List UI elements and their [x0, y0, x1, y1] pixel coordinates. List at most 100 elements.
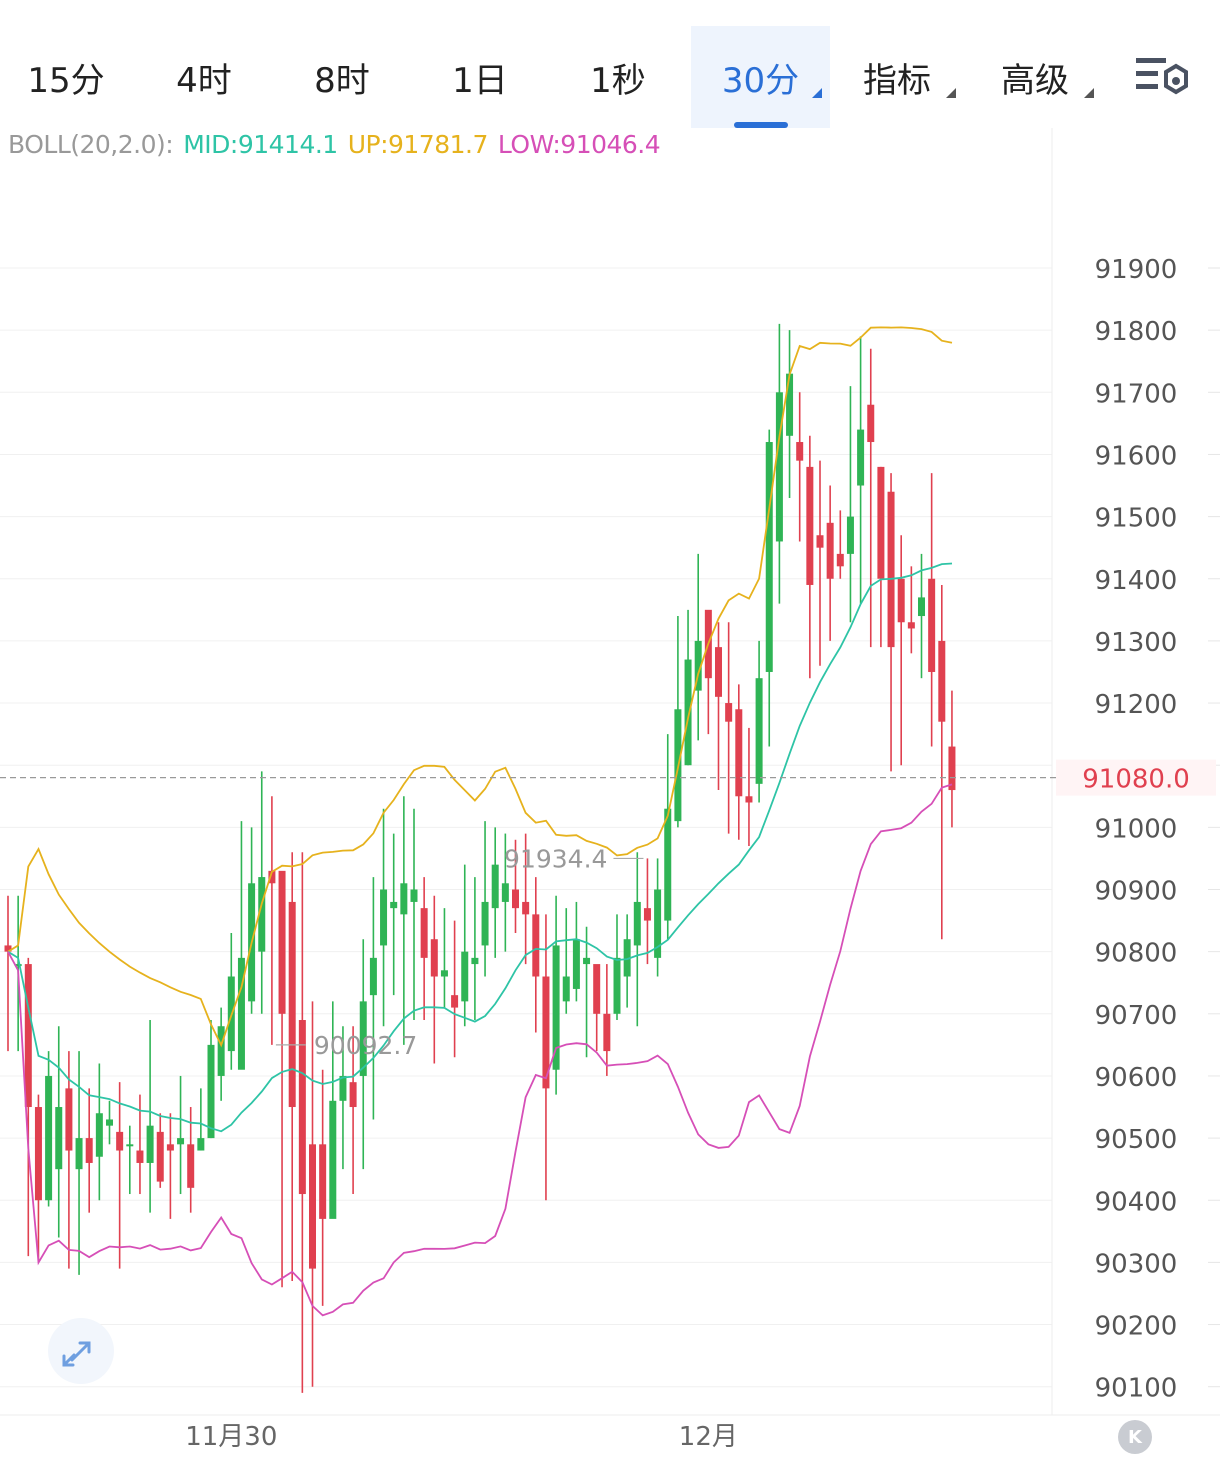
tab-label: 4时	[176, 60, 232, 101]
tab-label: 1日	[452, 60, 508, 101]
y-tick-label: 91400	[1095, 566, 1178, 596]
current-price-tag	[1056, 759, 1216, 796]
candle-body	[24, 964, 32, 1108]
candle-body	[369, 957, 377, 996]
tab-label: 30分	[721, 60, 800, 101]
candle-body	[481, 901, 489, 946]
tab-label: 8时	[314, 60, 370, 101]
candle-body	[410, 889, 418, 902]
candle-body	[187, 1144, 195, 1188]
candle-body	[786, 373, 794, 436]
candle-body	[552, 945, 560, 1070]
candle-body	[623, 939, 631, 977]
candlestick-chart[interactable]: 91900 91800 91700 91600 91500 91400 91300 91200…	[0, 128, 1220, 1459]
candle-body	[948, 746, 956, 791]
candle-body	[806, 466, 814, 585]
candle-body	[775, 392, 783, 542]
candle-body	[522, 901, 530, 915]
tab-0[interactable]: 15分	[0, 26, 132, 128]
y-tick-label: 91800	[1095, 317, 1178, 347]
candle-body	[278, 870, 286, 1014]
candle-body	[765, 442, 773, 672]
active-tab-indicator	[733, 122, 788, 128]
candle-body	[258, 877, 266, 952]
candle-body	[116, 1131, 124, 1151]
candle-body	[857, 429, 865, 486]
tab-2[interactable]: 8时	[276, 26, 408, 128]
candle-body	[928, 578, 936, 672]
candle-body	[390, 901, 398, 909]
candle-body	[55, 1107, 63, 1170]
candle-body	[694, 640, 702, 691]
dropdown-corner-icon	[812, 88, 822, 98]
candle-body	[146, 1125, 154, 1163]
candle-body	[836, 553, 844, 567]
y-tick-label: 90400	[1095, 1187, 1178, 1217]
y-tick-label: 91600	[1095, 441, 1178, 471]
candle-body	[95, 1113, 103, 1157]
y-tick-label: 91200	[1095, 690, 1178, 720]
candle-body	[166, 1144, 174, 1151]
candle-body	[938, 640, 946, 722]
candle-body	[177, 1138, 185, 1145]
boll-mid-line	[7, 562, 953, 1133]
candle-body	[816, 535, 824, 548]
candle-body	[319, 1144, 327, 1219]
candle-body	[14, 964, 22, 967]
tab-5[interactable]: 30分	[691, 26, 830, 128]
chart-settings-icon[interactable]	[1134, 52, 1190, 102]
candle-body	[745, 796, 753, 803]
boll-upper-line	[7, 326, 953, 1048]
candle-body	[126, 1144, 134, 1147]
boll-mid: MID:91414.1	[183, 130, 338, 159]
candle-body	[359, 1001, 367, 1076]
tab-7[interactable]: 高级	[968, 26, 1102, 128]
tab-label: 1秒	[590, 60, 646, 101]
tab-1[interactable]: 4时	[138, 26, 270, 128]
y-tick-label: 90100	[1095, 1374, 1178, 1404]
candle-body	[664, 808, 672, 921]
dropdown-corner-icon	[1084, 88, 1094, 98]
candle-body	[572, 939, 580, 989]
candle-body	[918, 597, 925, 617]
back-to-latest-icon[interactable]: K	[1118, 1420, 1152, 1454]
y-tick-label: 90900	[1095, 877, 1178, 907]
expand-arrows-icon[interactable]	[48, 1318, 114, 1384]
candle-body	[65, 1088, 73, 1151]
candle-body	[603, 1013, 611, 1052]
y-tick-label: 90500	[1095, 1125, 1178, 1155]
dropdown-corner-icon	[946, 88, 956, 98]
candle-body	[400, 883, 408, 915]
candle-body	[907, 622, 915, 629]
candle-body	[725, 703, 733, 722]
tab-4[interactable]: 1秒	[552, 26, 684, 128]
candle-body	[420, 908, 428, 958]
low-price-label: 90092.7	[314, 1031, 417, 1060]
candle-body	[532, 914, 540, 977]
candle-body	[684, 659, 692, 766]
y-tick-label: 91700	[1095, 379, 1178, 409]
tab-label: 指标	[863, 60, 931, 101]
candle-body	[207, 1044, 215, 1139]
tab-6[interactable]: 指标	[830, 26, 964, 128]
boll-name: BOLL(20,2.0):	[8, 130, 174, 159]
candle-body	[562, 976, 570, 1002]
candle-body	[846, 516, 854, 554]
tab-label: 15分	[27, 60, 105, 101]
candle-body	[75, 1138, 83, 1170]
candle-body	[593, 964, 601, 1014]
boll-legend: BOLL(20,2.0): MID:91414.1 UP:91781.7 LOW:91…	[8, 130, 670, 159]
candle-body	[339, 1075, 347, 1101]
candle-body	[298, 1020, 306, 1195]
y-tick-label: 90800	[1095, 939, 1178, 969]
timeframe-toolbar: 15分 4时 8时 1日 1秒 30分 指标 高级	[0, 0, 1220, 128]
candle-body	[156, 1131, 164, 1182]
candle-body	[440, 970, 448, 977]
candle-body	[643, 908, 651, 921]
candle-body	[512, 889, 519, 909]
high-price-label: 91934.4	[504, 844, 607, 873]
tab-3[interactable]: 1日	[414, 26, 546, 128]
candle-body	[715, 647, 722, 697]
candle-body	[613, 957, 621, 1014]
candle-body	[796, 442, 804, 461]
